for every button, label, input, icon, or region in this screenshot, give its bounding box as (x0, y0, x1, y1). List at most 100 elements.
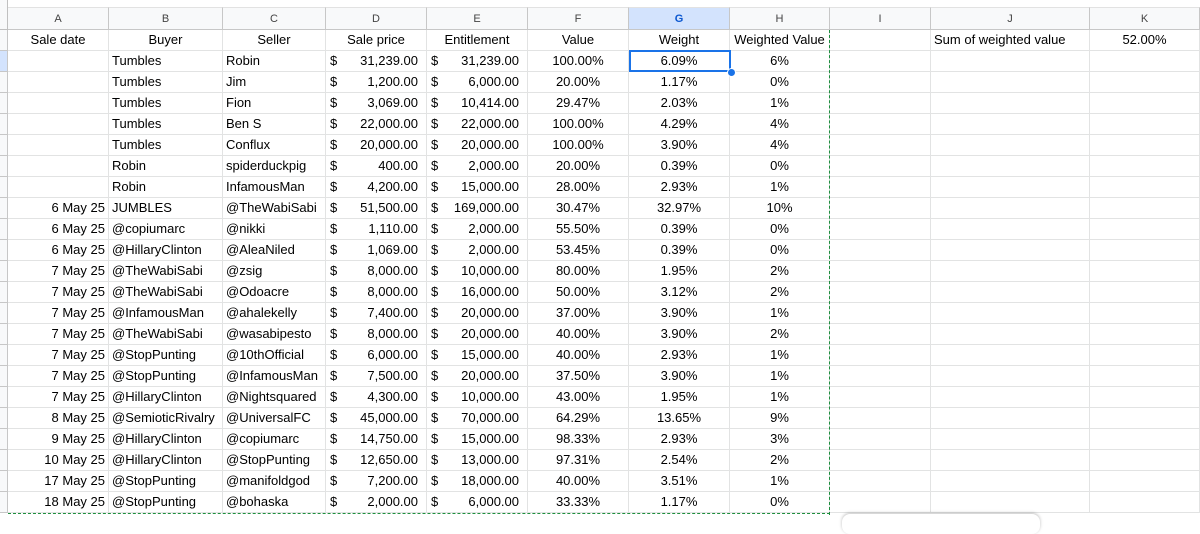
header-cell-j[interactable]: Sum of weighted value (931, 30, 1090, 51)
cell-a[interactable]: 8 May 25 (8, 408, 109, 429)
cell-b[interactable]: @HillaryClinton (109, 429, 223, 450)
cell-b[interactable]: @TheWabiSabi (109, 261, 223, 282)
cell-a[interactable]: 7 May 25 (8, 387, 109, 408)
cell-d[interactable]: $6,000.00 (326, 345, 427, 366)
cell-h[interactable]: 1% (730, 345, 830, 366)
cell-d[interactable]: $1,110.00 (326, 219, 427, 240)
cell-a[interactable]: 18 May 25 (8, 492, 109, 513)
cell-a[interactable]: 7 May 25 (8, 366, 109, 387)
cell-b[interactable]: Robin (109, 177, 223, 198)
cell-c[interactable]: @AleaNiled (223, 240, 326, 261)
cell-j[interactable] (931, 72, 1090, 93)
cell-b[interactable]: @InfamousMan (109, 303, 223, 324)
cell-k[interactable] (1090, 492, 1200, 513)
cell-d[interactable]: $1,069.00 (326, 240, 427, 261)
cell-k[interactable] (1090, 282, 1200, 303)
column-header-f[interactable]: F (528, 7, 629, 30)
header-cell-d[interactable]: Sale price (326, 30, 427, 51)
cell-e[interactable]: $6,000.00 (427, 492, 528, 513)
cell-e[interactable]: $15,000.00 (427, 177, 528, 198)
cell-j[interactable] (931, 303, 1090, 324)
cell-g[interactable]: 3.90% (629, 366, 730, 387)
cell-b[interactable]: @StopPunting (109, 471, 223, 492)
cell-i[interactable] (830, 72, 931, 93)
cell-j[interactable] (931, 114, 1090, 135)
row-header[interactable] (0, 156, 8, 177)
cell-j[interactable] (931, 366, 1090, 387)
cell-e[interactable]: $2,000.00 (427, 240, 528, 261)
cell-c[interactable]: @10thOfficial (223, 345, 326, 366)
cell-j[interactable] (931, 282, 1090, 303)
row-header[interactable] (0, 93, 8, 114)
cell-j[interactable] (931, 471, 1090, 492)
cell-c[interactable]: @InfamousMan (223, 366, 326, 387)
cell-a[interactable]: 6 May 25 (8, 219, 109, 240)
cell-g[interactable]: 2.03% (629, 93, 730, 114)
row-header[interactable] (0, 240, 8, 261)
cell-k[interactable] (1090, 240, 1200, 261)
row-header[interactable] (0, 345, 8, 366)
cell-h[interactable]: 4% (730, 114, 830, 135)
row-header[interactable] (0, 429, 8, 450)
cell-f[interactable]: 100.00% (528, 135, 629, 156)
cell-e[interactable]: $10,414.00 (427, 93, 528, 114)
column-header-g[interactable]: G (629, 7, 730, 30)
cell-j[interactable] (931, 261, 1090, 282)
cell-e[interactable]: $20,000.00 (427, 366, 528, 387)
cell-h[interactable]: 9% (730, 408, 830, 429)
cell-h[interactable]: 0% (730, 219, 830, 240)
cell-d[interactable]: $3,069.00 (326, 93, 427, 114)
cell-f[interactable]: 64.29% (528, 408, 629, 429)
header-cell-g[interactable]: Weight (629, 30, 730, 51)
cell-g[interactable]: 1.17% (629, 72, 730, 93)
cell-k[interactable] (1090, 72, 1200, 93)
cell-a[interactable]: 17 May 25 (8, 471, 109, 492)
cell-b[interactable]: @TheWabiSabi (109, 282, 223, 303)
cell-i[interactable] (830, 93, 931, 114)
cell-e[interactable]: $22,000.00 (427, 114, 528, 135)
cell-g[interactable]: 1.17% (629, 492, 730, 513)
cell-h[interactable]: 0% (730, 492, 830, 513)
cell-i[interactable] (830, 324, 931, 345)
cell-f[interactable]: 50.00% (528, 282, 629, 303)
cell-c[interactable]: spiderduckpig (223, 156, 326, 177)
cell-a[interactable]: 6 May 25 (8, 240, 109, 261)
cell-a[interactable]: 7 May 25 (8, 303, 109, 324)
cell-h[interactable]: 2% (730, 324, 830, 345)
cell-c[interactable]: @zsig (223, 261, 326, 282)
cell-c[interactable]: @nikki (223, 219, 326, 240)
cell-g[interactable]: 3.51% (629, 471, 730, 492)
cell-j[interactable] (931, 450, 1090, 471)
cell-b[interactable]: Robin (109, 156, 223, 177)
cell-i[interactable] (830, 450, 931, 471)
cell-g[interactable]: 2.54% (629, 450, 730, 471)
row-header[interactable] (0, 135, 8, 156)
cell-e[interactable]: $15,000.00 (427, 345, 528, 366)
cell-e[interactable]: $15,000.00 (427, 429, 528, 450)
cell-a[interactable]: 10 May 25 (8, 450, 109, 471)
cell-c[interactable]: @UniversalFC (223, 408, 326, 429)
cell-g[interactable]: 1.95% (629, 387, 730, 408)
row-header[interactable] (0, 177, 8, 198)
cell-h[interactable]: 1% (730, 177, 830, 198)
cell-f[interactable]: 100.00% (528, 114, 629, 135)
cell-k[interactable] (1090, 51, 1200, 72)
row-header[interactable] (0, 282, 8, 303)
cell-a[interactable]: 7 May 25 (8, 345, 109, 366)
header-cell-h[interactable]: Weighted Value (730, 30, 830, 51)
cell-g[interactable]: 3.90% (629, 303, 730, 324)
cell-a[interactable] (8, 177, 109, 198)
cell-a[interactable] (8, 156, 109, 177)
cell-k[interactable] (1090, 450, 1200, 471)
cell-g[interactable]: 4.29% (629, 114, 730, 135)
column-header-b[interactable]: B (109, 7, 223, 30)
cell-i[interactable] (830, 177, 931, 198)
cell-d[interactable]: $7,200.00 (326, 471, 427, 492)
cell-i[interactable] (830, 366, 931, 387)
cell-h[interactable]: 6% (730, 51, 830, 72)
cell-f[interactable]: 29.47% (528, 93, 629, 114)
cell-k[interactable] (1090, 198, 1200, 219)
cell-f[interactable]: 37.00% (528, 303, 629, 324)
cell-e[interactable]: $13,000.00 (427, 450, 528, 471)
cell-c[interactable]: InfamousMan (223, 177, 326, 198)
